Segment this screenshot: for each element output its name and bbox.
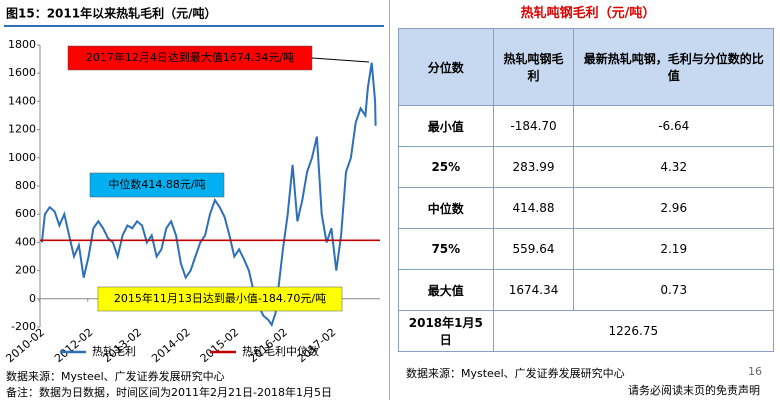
table-cell: 最大值	[398, 269, 494, 311]
table-cell: 283.99	[492, 146, 575, 188]
table-cell: 4.32	[573, 146, 774, 188]
y-tick-label: 1800	[8, 38, 36, 51]
header-row: 分位数 热轧吨钢毛利 最新热轧吨钢，毛利与分位数的比值	[398, 28, 774, 106]
y-tick-label: 1000	[8, 151, 36, 164]
table-row: 2018年1月5日 1226.75	[398, 310, 775, 352]
table-cell: 2.19	[573, 228, 774, 270]
header-cell: 最新热轧吨钢，毛利与分位数的比值	[573, 28, 774, 106]
table: 分位数 热轧吨钢毛利 最新热轧吨钢，毛利与分位数的比值 最小值 -184.70 -6.6…	[398, 28, 775, 352]
table-cell: 25%	[398, 146, 494, 188]
table-row: 25% 283.99 4.32	[398, 146, 774, 188]
divider	[389, 0, 390, 400]
y-tick-label: 0	[29, 292, 36, 305]
y-tick-label: 1200	[8, 123, 36, 136]
legend-label: 热轧毛利中位数	[242, 344, 319, 358]
x-tick-label: 2015-02	[198, 326, 242, 366]
table-cell: 414.88	[492, 187, 575, 229]
table-cell: 2.96	[573, 187, 774, 229]
y-tick-label: 600	[15, 207, 36, 220]
table-row: 最小值 -184.70 -6.64	[398, 105, 774, 147]
chart-title: 图15：2011年以来热轧毛利（元/吨）	[6, 6, 216, 21]
table-row: 最大值 1674.34 0.73	[398, 269, 774, 311]
table-cell: 2018年1月5日	[398, 310, 494, 352]
legend-label: 热轧毛利	[92, 344, 136, 358]
y-tick-label: 800	[15, 179, 36, 192]
table-cell: 75%	[398, 228, 494, 270]
chart-source: 数据来源：Mysteel、广发证券发展研究中心	[6, 370, 225, 383]
chart-note: 备注：数据为日数据，时间区间为2011年2月21日-2018年1月5日	[6, 386, 332, 399]
y-tick-label: -200	[11, 320, 36, 333]
table-cell: 1226.75	[492, 310, 775, 352]
y-tick-label: 400	[15, 235, 36, 248]
table-cell: 0.73	[573, 269, 774, 311]
y-tick-label: 1600	[8, 66, 36, 79]
annotation-box	[97, 286, 343, 312]
y-tick-label: 200	[15, 264, 36, 277]
table-title: 热轧吨钢毛利（元/吨）	[520, 6, 656, 21]
series-line	[40, 62, 377, 328]
x-tick-label: 2012-02	[52, 326, 96, 366]
table-cell: 559.64	[492, 228, 575, 270]
table-row: 中位数 414.88 2.96	[398, 187, 774, 229]
table-cell: -184.70	[492, 105, 575, 147]
table-cell: 最小值	[398, 105, 494, 147]
table-source: 数据来源：Mysteel、广发证券发展研究中心	[406, 367, 625, 380]
annotation-pointer	[311, 57, 370, 63]
annotation-text: 2017年12月4日达到最大值1674.34元/吨	[86, 50, 294, 64]
header-cell: 热轧吨钢毛利	[492, 28, 575, 106]
annotation-text: 中位数414.88元/吨	[108, 177, 205, 191]
y-tick-label: 1400	[8, 94, 36, 107]
header-cell: 分位数	[398, 28, 494, 106]
page-number: 16	[748, 365, 762, 378]
table-row: 75% 559.64 2.19	[398, 228, 774, 270]
x-tick-label: 2014-02	[149, 326, 193, 366]
annotation-text: 2015年11月13日达到最小值-184.70元/吨	[114, 291, 326, 305]
table-cell: 中位数	[398, 187, 494, 229]
chart: 图15：2011年以来热轧毛利（元/吨） -200 0 200 400 600 800 100…	[3, 6, 384, 366]
table-panel: 热轧吨钢毛利（元/吨） 分位数 热轧吨钢毛利 最新热轧吨钢，毛利与分位数的比值 最小…	[398, 0, 778, 352]
annotation-box	[89, 172, 225, 198]
disclaimer: 请务必阅读末页的免责声明	[628, 384, 760, 397]
table-cell: 1674.34	[492, 269, 575, 311]
annotation-box	[67, 45, 313, 71]
table-cell: -6.64	[573, 105, 774, 147]
